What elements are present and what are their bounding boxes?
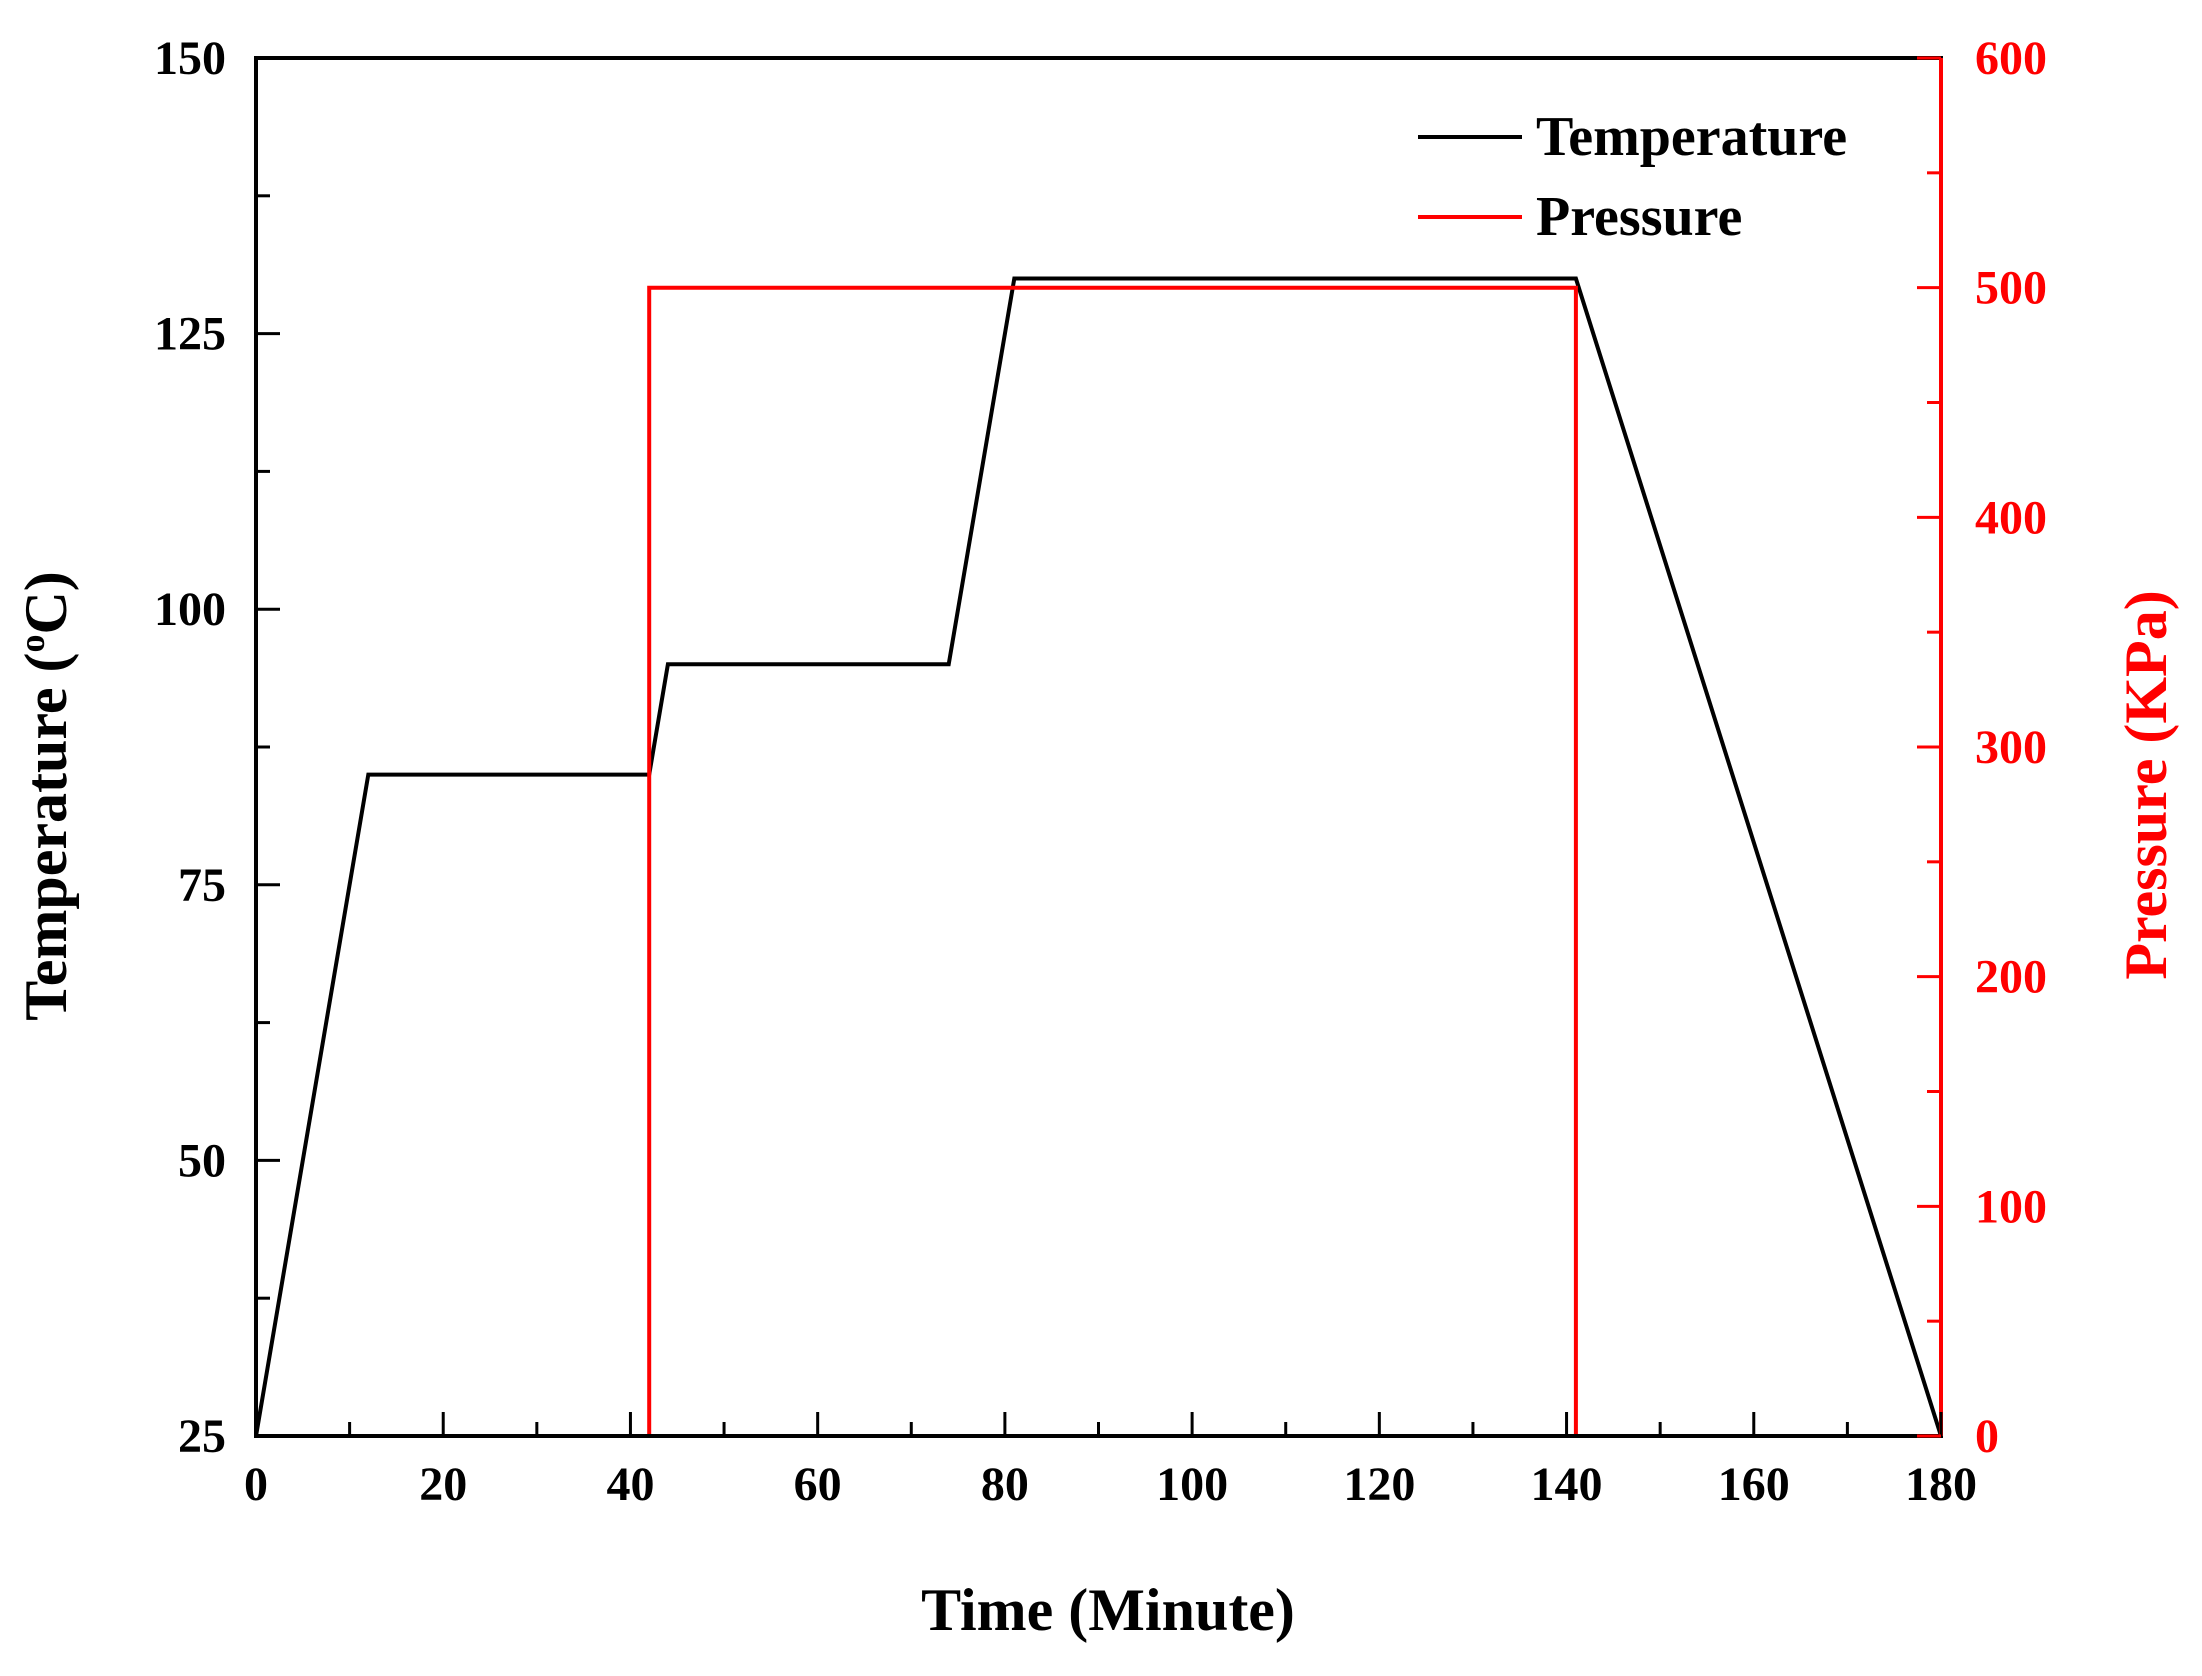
y-left-axis-title-degree: o — [12, 635, 52, 653]
y-right-tick-label: 300 — [1975, 721, 2047, 774]
y-right-axis-ticks: 0 100 200 300 400 500 600 — [1917, 32, 2047, 1463]
y-right-tick-label: 500 — [1975, 262, 2047, 315]
y-right-tick-label: 400 — [1975, 491, 2047, 544]
y-left-tick-label: 75 — [178, 859, 226, 912]
y-right-tick-label: 200 — [1975, 951, 2047, 1004]
series-line-temperature — [254, 276, 1943, 1437]
x-tick-label: 0 — [244, 1458, 268, 1511]
x-tick-label: 60 — [794, 1458, 842, 1511]
y-left-tick-label: 125 — [154, 308, 226, 361]
y-left-tick-label: 100 — [154, 583, 226, 636]
y-right-tick-label: 100 — [1975, 1180, 2047, 1233]
y-left-axis-title-unit: C) — [13, 571, 79, 634]
x-tick-label: 140 — [1531, 1458, 1603, 1511]
series-layer — [254, 276, 1943, 1437]
y-left-tick-label: 50 — [178, 1134, 226, 1187]
x-tick-label: 40 — [606, 1458, 654, 1511]
legend-label-pressure: Pressure — [1536, 186, 1742, 248]
y-left-axis-title-text: Temperature ( — [13, 653, 79, 1021]
legend: Temperature Pressure — [1418, 106, 1847, 248]
y-right-tick-label: 0 — [1975, 1410, 1999, 1463]
x-axis-ticks: 0 20 40 60 80 100 120 140 160 180 — [244, 1412, 1977, 1511]
x-tick-label: 160 — [1718, 1458, 1790, 1511]
series-line-pressure — [647, 285, 1578, 1436]
y-right-axis-title: Pressure (KPa) — [2113, 590, 2179, 979]
y-left-tick-label: 25 — [178, 1410, 226, 1463]
x-tick-label: 80 — [981, 1458, 1029, 1511]
y-left-tick-label: 150 — [154, 32, 226, 85]
x-tick-label: 100 — [1156, 1458, 1228, 1511]
legend-label-temperature: Temperature — [1536, 106, 1847, 168]
y-right-tick-label: 600 — [1975, 32, 2047, 85]
x-axis-title: Time (Minute) — [921, 1577, 1295, 1643]
x-tick-label: 120 — [1343, 1458, 1415, 1511]
x-tick-label: 20 — [419, 1458, 467, 1511]
y-left-axis-ticks: 25 50 75 100 125 150 — [154, 32, 280, 1463]
y-left-axis-title: Temperature (oC) — [12, 571, 79, 1021]
x-tick-label: 180 — [1905, 1458, 1977, 1511]
